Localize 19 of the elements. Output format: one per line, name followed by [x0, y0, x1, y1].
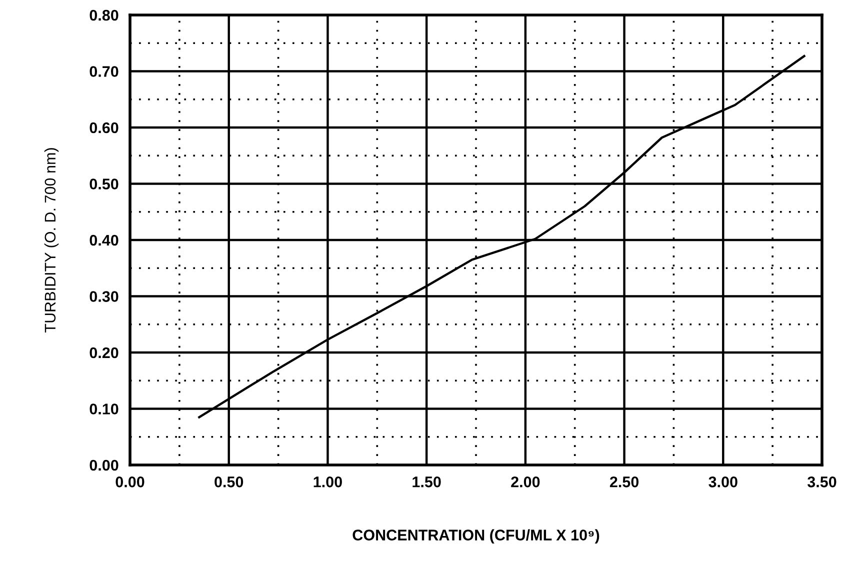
y-tick-label: 0.80 — [90, 10, 118, 21]
x-tick-label: 3.50 — [807, 476, 836, 488]
y-tick-label: 0.40 — [90, 234, 118, 246]
y-tick-label: 0.70 — [90, 66, 118, 77]
x-tick-label: 0.50 — [214, 476, 244, 488]
y-tick-label: 0.00 — [90, 460, 118, 471]
x-tick-label: 3.00 — [708, 476, 738, 488]
x-tick-label: 1.50 — [412, 476, 441, 488]
y-tick-label: 0.10 — [90, 404, 118, 414]
y-axis-title: TURBIDITY (O. D. 700 nm) — [44, 148, 59, 332]
y-tick-label: 0.50 — [90, 178, 118, 190]
x-tick-label: 1.00 — [314, 476, 342, 488]
x-tick-label: 2.00 — [511, 476, 540, 488]
y-tick-label: 0.20 — [90, 347, 118, 358]
y-tick-label: 0.30 — [90, 291, 118, 302]
y-tick-label: 0.60 — [90, 122, 118, 134]
x-axis-title: CONCENTRATION (CFU/ML X 10⁹) — [352, 529, 600, 544]
x-tick-label: 2.50 — [610, 476, 639, 488]
x-tick-label: 0.00 — [116, 476, 144, 488]
